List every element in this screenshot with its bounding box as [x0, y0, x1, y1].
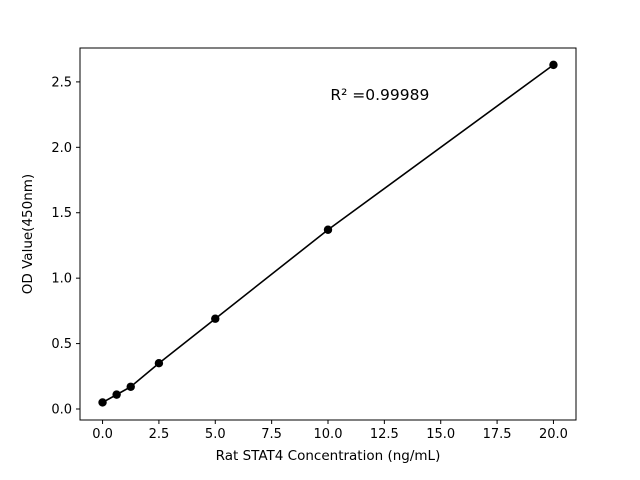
- x-tick-label: 17.5: [483, 427, 512, 442]
- data-point: [154, 359, 164, 368]
- x-tick-label: 10.0: [314, 427, 343, 442]
- x-tick-label: 7.5: [261, 427, 282, 442]
- data-point: [98, 398, 107, 407]
- y-tick-label: 0.5: [51, 337, 72, 352]
- y-tick-label: 1.0: [51, 272, 72, 287]
- plot-area-border: [79, 47, 577, 421]
- y-tick-label: 2.0: [51, 141, 72, 156]
- x-axis-label: Rat STAT4 Concentration (ng/mL): [216, 448, 441, 464]
- y-axis-label: OD Value(450nm): [20, 174, 36, 294]
- data-point: [112, 390, 121, 399]
- y-tick-label: 0.0: [51, 403, 72, 418]
- r-squared-annotation: R² =0.99989: [330, 86, 429, 104]
- data-point: [323, 225, 333, 234]
- data-point: [211, 314, 220, 323]
- data-point: [549, 60, 558, 70]
- x-tick-label: 0.0: [92, 427, 113, 442]
- x-tick-label: 12.5: [370, 427, 399, 442]
- x-tick-label: 5.0: [205, 427, 226, 442]
- y-tick-label: 2.5: [51, 75, 72, 90]
- data-point: [126, 382, 135, 391]
- y-tick-label: 1.5: [51, 206, 72, 221]
- x-tick-label: 15.0: [426, 427, 455, 442]
- x-tick-label: 2.5: [149, 427, 170, 442]
- x-tick-label: 20.0: [539, 427, 568, 442]
